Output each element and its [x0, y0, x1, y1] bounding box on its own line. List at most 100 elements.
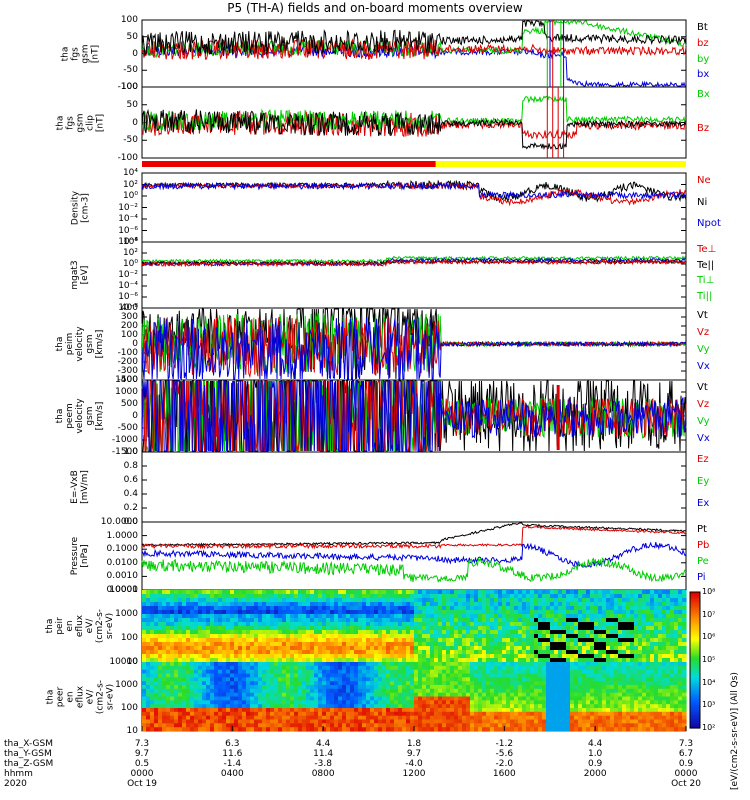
spectro-cell [330, 638, 335, 643]
spectro-cell [466, 654, 471, 659]
spectro-cell [650, 626, 655, 631]
spectro-cell [550, 634, 555, 639]
spectro-cell [402, 654, 407, 659]
spectro-cell [350, 692, 355, 698]
spectro-cell [498, 677, 503, 682]
spectro-cell [394, 654, 399, 659]
spectro-cell [558, 610, 563, 615]
spectro-cell [338, 669, 343, 675]
spectro-cell [334, 638, 339, 643]
spectro-cell [438, 673, 443, 678]
spectro-cell [226, 692, 231, 698]
spectro-cell [542, 598, 547, 603]
spectro-cell [522, 723, 527, 728]
spectro-cell [610, 618, 615, 623]
spectro-cell [330, 590, 335, 595]
spectro-cell [398, 715, 403, 721]
spectro-cell [370, 681, 375, 686]
spectro-cell [570, 650, 575, 655]
spectro-cell [322, 681, 327, 686]
spectro-cell [538, 618, 543, 623]
spectro-cell [374, 708, 379, 713]
spectro-cell [270, 626, 275, 631]
spectro-cell [374, 658, 379, 663]
spectro-cell [298, 654, 303, 659]
spectro-cell [194, 681, 199, 686]
spectro-cell [674, 658, 679, 663]
spectro-cell [346, 708, 351, 713]
spectro-cell [206, 727, 211, 732]
spectro-cell [506, 638, 511, 643]
spectro-cell [278, 688, 283, 694]
spectro-cell [402, 622, 407, 627]
spectro-cell [502, 665, 507, 671]
spectro-cell [642, 727, 647, 732]
spectro-cell [442, 688, 447, 694]
spectro-cell [666, 711, 671, 717]
spectro-cell [642, 638, 647, 643]
spectro-cell [570, 665, 575, 671]
spectro-cell [238, 704, 243, 709]
spectro-cell [594, 654, 599, 659]
spectro-cell [154, 642, 159, 647]
spectro-cell [502, 626, 507, 631]
spectro-cell [458, 598, 463, 603]
spectro-cell [158, 630, 163, 635]
spectro-cell [346, 606, 351, 611]
spectro-cell [606, 727, 611, 732]
spectro-cell [362, 727, 367, 732]
spectro-cell [582, 677, 587, 682]
spectro-cell [254, 658, 259, 663]
spectro-cell [574, 665, 579, 671]
spectro-cell [362, 630, 367, 635]
spectro-cell [262, 704, 267, 709]
spectro-cell [214, 654, 219, 659]
spectro-cell [290, 685, 295, 690]
spectro-cell [350, 618, 355, 623]
spectro-cell [438, 638, 443, 643]
spectro-cell [202, 622, 207, 627]
spectro-cell [646, 642, 651, 647]
spectro-cell [670, 602, 675, 607]
spectro-cell [658, 614, 663, 619]
spectro-cell [346, 626, 351, 631]
spectro-cell [646, 685, 651, 690]
spectro-cell [514, 658, 519, 663]
spectro-cell [222, 606, 227, 611]
spectro-cell [602, 590, 607, 595]
spectro-cell [550, 630, 555, 635]
spectro-cell [286, 727, 291, 732]
spectro-cell [398, 700, 403, 705]
spectro-cell [438, 727, 443, 732]
spectro-cell [378, 602, 383, 607]
spectro-cell [190, 642, 195, 647]
spectro-cell [318, 723, 323, 728]
spectro-cell [438, 723, 443, 728]
spectro-cell [186, 665, 191, 671]
spectro-cell [162, 692, 167, 698]
spectro-cell [298, 590, 303, 595]
spectro-cell [414, 688, 419, 694]
spectro-cell [338, 598, 343, 603]
spectro-cell [462, 622, 467, 627]
spectro-cell [506, 711, 511, 717]
spectro-cell [282, 696, 287, 701]
spectro-cell [462, 723, 467, 728]
spectro-cell [254, 654, 259, 659]
spectro-cell [674, 618, 679, 623]
spectro-cell [678, 606, 683, 611]
spectro-cell [498, 708, 503, 713]
spectro-cell [594, 719, 599, 724]
spectro-cell [302, 665, 307, 671]
spectro-cell [494, 715, 499, 721]
spectro-cell [254, 696, 259, 701]
spectro-cell [158, 665, 163, 671]
spectro-cell [386, 715, 391, 721]
spectro-cell [654, 719, 659, 724]
spectro-cell [538, 677, 543, 682]
spectro-cell [382, 590, 387, 595]
spectro-cell [346, 665, 351, 671]
spectro-cell [578, 650, 583, 655]
spectro-cell [330, 723, 335, 728]
spectro-cell [490, 622, 495, 627]
